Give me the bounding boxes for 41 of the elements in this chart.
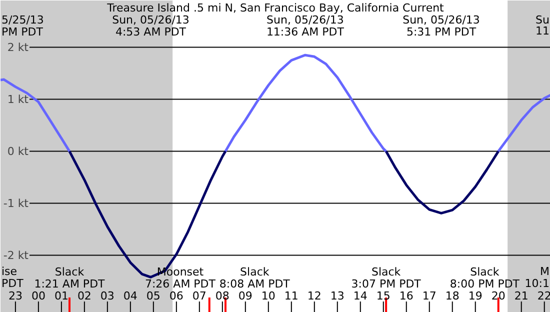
x-tick-label: 04 <box>123 290 138 302</box>
x-tick-label: 16 <box>399 290 414 302</box>
x-tick-label: 13 <box>330 290 344 302</box>
x-tick-label: 14 <box>353 290 368 302</box>
y-tick-label: 0 kt <box>7 144 30 158</box>
x-tick-label: 06 <box>169 290 184 302</box>
ref-line-label: Slack 3:07 PM PDT <box>351 266 422 290</box>
x-tick-label: 18 <box>445 290 460 302</box>
annotation: Sun, 05/26/13 5:31 PM PDT <box>402 14 480 38</box>
annotation: Sun, 05/26/13 11:36 AM PDT <box>266 14 344 38</box>
x-tick-label: 00 <box>31 290 46 302</box>
x-tick-label: 03 <box>100 290 114 302</box>
x-tick-label: 20 <box>491 290 506 302</box>
ref-line-label: Slack 8:08 AM PDT <box>219 266 290 290</box>
x-tick-label: 15 <box>376 290 390 302</box>
x-tick-label: 23 <box>8 290 22 302</box>
y-tick-label: 1 kt <box>7 92 30 106</box>
x-tick-label: 01 <box>54 290 68 302</box>
annotation: 5/25/13 PM PDT <box>2 14 44 38</box>
x-tick-label: 19 <box>468 290 482 302</box>
annotation: Su 11 <box>536 14 550 38</box>
y-tick-label: -2 kt <box>3 248 30 262</box>
annotation: M 10:1 <box>524 265 550 290</box>
x-tick-label: 22 <box>537 290 550 302</box>
x-tick-label: 17 <box>422 290 436 302</box>
x-tick-label: 12 <box>307 290 322 302</box>
annotation: Sun, 05/26/13 4:53 AM PDT <box>112 14 190 38</box>
x-tick-label: 07 <box>192 290 206 302</box>
chart-title: Treasure Island .5 mi N, San Francisco Bay, California Current <box>106 2 445 14</box>
y-tick-label: 2 kt <box>7 40 30 54</box>
x-tick-label: 09 <box>238 290 252 302</box>
x-tick-label: 21 <box>514 290 528 302</box>
annotation: ise PDT <box>2 265 24 290</box>
y-tick-label: -1 kt <box>3 196 30 210</box>
x-tick-label: 02 <box>77 290 92 302</box>
ref-line-label: Slack 8:00 PM PDT <box>450 266 520 290</box>
x-tick-label: 11 <box>284 290 298 302</box>
x-tick-label: 10 <box>261 290 276 302</box>
x-tick-label: 08 <box>215 290 230 302</box>
ref-line-label: Slack 1:21 AM PDT <box>34 266 106 290</box>
x-tick-label: 05 <box>146 290 160 302</box>
